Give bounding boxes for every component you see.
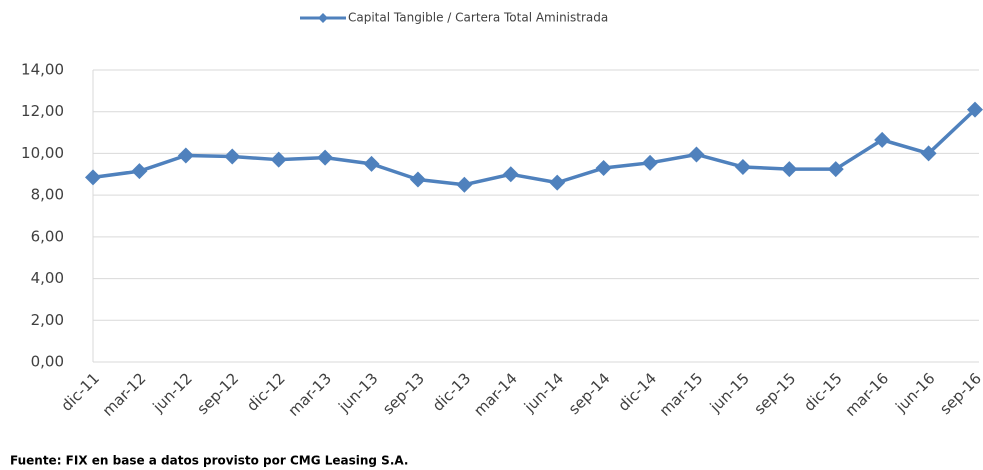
x-tick-label: mar-14 xyxy=(470,369,521,420)
y-tick-label: 6,00 xyxy=(31,227,64,245)
data-point xyxy=(595,160,612,177)
data-point xyxy=(874,131,891,148)
legend-marker xyxy=(318,13,328,23)
x-tick-label: sep-16 xyxy=(936,369,983,418)
x-tick-label: sep-13 xyxy=(379,369,428,418)
data-point xyxy=(270,151,287,168)
x-tick-label: jun-13 xyxy=(334,369,381,416)
data-point xyxy=(781,161,798,178)
y-tick-label: 12,00 xyxy=(21,102,64,120)
data-point xyxy=(549,174,566,191)
data-point xyxy=(177,147,194,164)
x-tick-label: mar-16 xyxy=(842,369,893,420)
data-point xyxy=(688,146,705,163)
data-point xyxy=(967,101,983,118)
y-tick-label: 8,00 xyxy=(31,186,64,204)
data-point xyxy=(224,148,241,165)
data-point xyxy=(920,145,937,162)
y-tick-label: 10,00 xyxy=(21,144,64,162)
x-tick-label: dic-12 xyxy=(243,369,289,415)
y-tick-label: 4,00 xyxy=(31,269,64,287)
data-point xyxy=(131,163,148,180)
x-tick-label: dic-14 xyxy=(614,369,660,415)
x-tick-label: sep-14 xyxy=(565,369,614,418)
data-point xyxy=(456,176,473,193)
data-point xyxy=(409,171,426,188)
data-point xyxy=(642,154,659,171)
x-tick-label: dic-11 xyxy=(57,369,103,415)
data-point xyxy=(502,166,519,183)
x-tick-label: jun-12 xyxy=(149,369,196,416)
x-tick-label: sep-15 xyxy=(750,369,799,418)
x-tick-label: mar-13 xyxy=(285,369,336,420)
x-tick-label: jun-16 xyxy=(891,369,938,416)
series-line xyxy=(92,108,977,187)
data-point xyxy=(85,169,101,186)
data-point xyxy=(363,155,380,172)
y-tick-label: 14,00 xyxy=(21,61,64,79)
y-tick-label: 2,00 xyxy=(31,311,64,329)
x-tick-label: sep-12 xyxy=(193,369,242,418)
data-point xyxy=(827,161,844,178)
x-tick-label: jun-15 xyxy=(706,369,753,416)
x-tick-label: mar-15 xyxy=(656,369,707,420)
x-tick-label: dic-13 xyxy=(429,369,475,415)
x-tick-label: dic-15 xyxy=(800,369,846,415)
source-note: Fuente: FIX en base a datos provisto por… xyxy=(10,454,408,468)
x-tick-label: jun-14 xyxy=(520,369,567,416)
data-point xyxy=(734,158,751,175)
x-tick-label: mar-12 xyxy=(99,369,150,420)
legend-label: Capital Tangible / Cartera Total Aminist… xyxy=(348,11,608,25)
y-tick-label: 0,00 xyxy=(31,353,64,371)
data-point xyxy=(317,149,334,166)
